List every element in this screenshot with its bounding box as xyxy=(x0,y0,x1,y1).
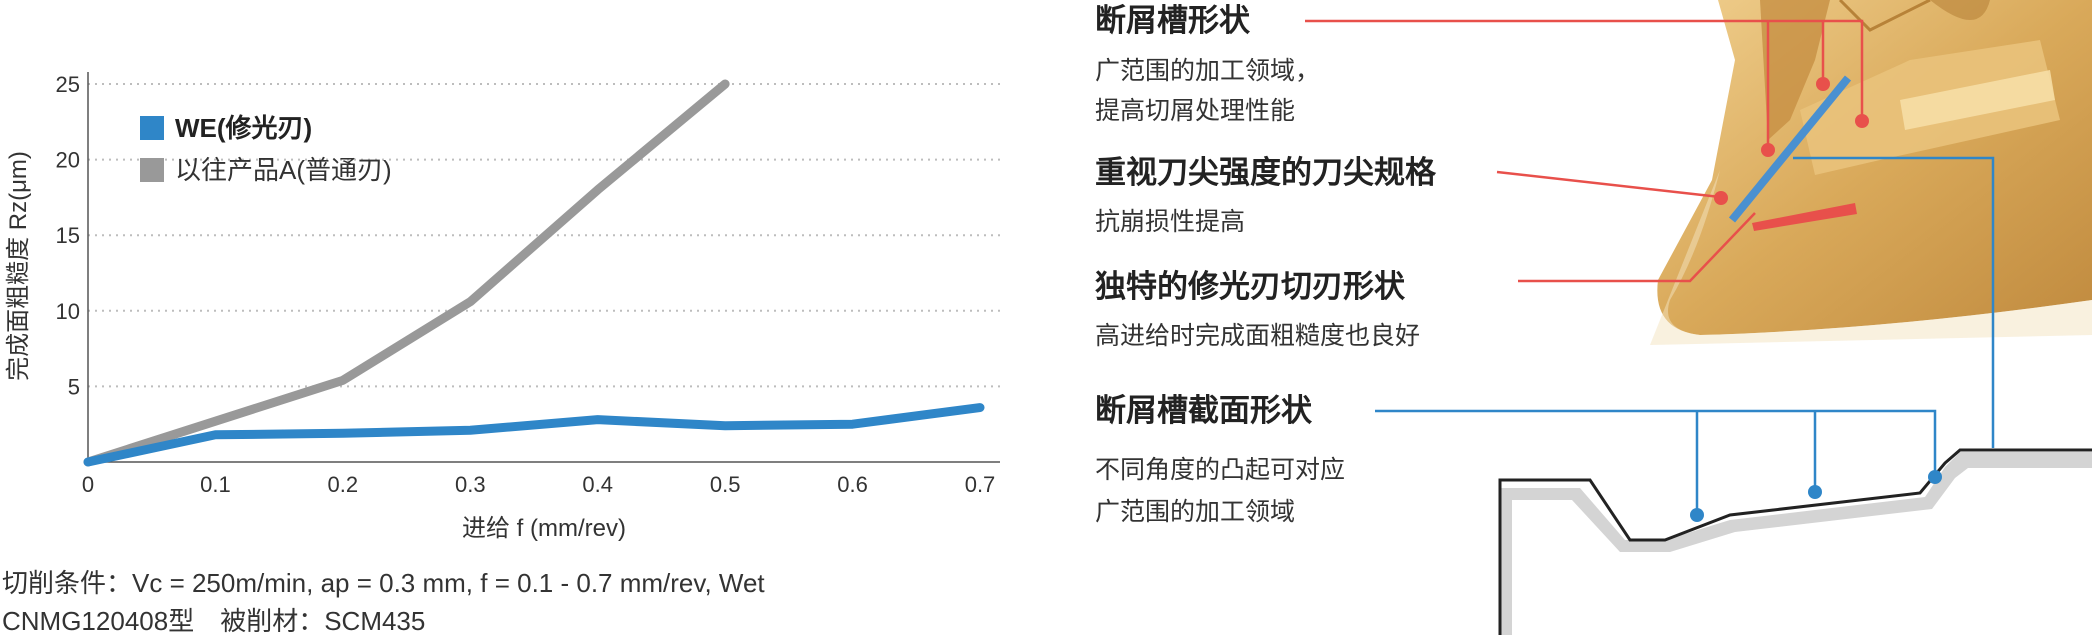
feature-title: 断屑槽形状 xyxy=(1095,3,1251,38)
callout-section-line xyxy=(1375,409,1937,475)
cutting-conditions-line2: CNMG120408型 被削材：SCM435 xyxy=(2,606,425,635)
legend-label-conventional: 以往产品A(普通刃) xyxy=(175,155,392,185)
section-profile-line xyxy=(1498,448,2092,635)
callout-nose-line xyxy=(1496,170,1721,199)
x-tick-label: 0.6 xyxy=(837,472,868,497)
y-tick-label: 5 xyxy=(68,374,80,399)
nose-edge-marker xyxy=(1752,203,1857,231)
cutting-conditions-line1: 切削条件：Vc = 250m/min, ap = 0.3 mm, f = 0.1… xyxy=(2,568,765,598)
feature-chipbreaker: 断屑槽形状 广范围的加工领域， 提高切屑处理性能 xyxy=(1095,3,1320,125)
y-tick-label: 20 xyxy=(56,148,80,173)
feature-desc: 高进给时完成面粗糙度也良好 xyxy=(1095,322,1420,350)
feature-wiper-edge: 独特的修光刃切刃形状 高进给时完成面粗糙度也良好 xyxy=(1095,269,1420,350)
legend-label-we: WE(修光刃) xyxy=(175,113,312,143)
callout-dots xyxy=(1690,77,1942,522)
y-tick-labels: 5 10 15 20 25 xyxy=(56,72,80,399)
x-tick-label: 0.5 xyxy=(710,472,741,497)
callout-dot-red xyxy=(1714,191,1728,205)
chart-series-lines xyxy=(83,79,985,467)
chipbreaker-groove xyxy=(1900,70,2055,130)
callout-chipbreaker-line xyxy=(1305,19,1864,118)
insert-hole-edge xyxy=(1838,0,1931,32)
callout-dot-red xyxy=(1855,114,1869,128)
y-tick-label: 10 xyxy=(56,299,80,324)
x-tick-label: 0.4 xyxy=(582,472,613,497)
y-tick-label: 25 xyxy=(56,72,80,97)
callout-dot-red xyxy=(1816,77,1830,91)
feature-nose-strength: 重视刀尖强度的刀尖规格 抗崩损性提高 xyxy=(1095,155,1437,236)
insert-illustration xyxy=(1498,0,2092,635)
callout-dot-blue xyxy=(1928,470,1942,484)
chipbreaker-facet xyxy=(1760,0,1830,140)
callout-dot-blue xyxy=(1690,508,1704,522)
feature-title: 重视刀尖强度的刀尖规格 xyxy=(1095,155,1437,190)
callout-dot-blue xyxy=(1808,485,1822,499)
feature-title: 断屑槽截面形状 xyxy=(1095,393,1313,428)
callout-wiper-line xyxy=(1518,212,1756,283)
callout-lines xyxy=(1305,19,1995,513)
x-tick-labels: 0 0.1 0.2 0.3 0.4 0.5 0.6 0.7 xyxy=(82,472,995,497)
y-axis-title: 完成面粗糙度 Rz(μm) xyxy=(5,151,32,381)
roughness-line-chart: 5 10 15 20 25 0 0.1 0.2 0.3 0.4 0.5 0.6 0.7 WE(修光刃)… xyxy=(5,72,1000,542)
x-tick-label: 0.1 xyxy=(200,472,231,497)
feature-desc: 提高切屑处理性能 xyxy=(1095,97,1295,125)
wiper-edge-marker xyxy=(1728,75,1852,223)
insert-shadow xyxy=(1650,170,2092,345)
insert-mark xyxy=(1930,0,1990,20)
section-profile-inner xyxy=(1512,468,2092,635)
legend-swatch-conventional xyxy=(140,158,164,182)
callout-edge-blue-line xyxy=(1793,156,1995,448)
x-tick-label: 0 xyxy=(82,472,94,497)
feature-desc: 抗崩损性提高 xyxy=(1095,208,1245,236)
feature-desc: 广范围的加工领域， xyxy=(1095,57,1320,85)
series-line xyxy=(83,79,730,467)
callout-dot-red xyxy=(1761,143,1775,157)
x-axis-title: 进给 f (mm/rev) xyxy=(462,515,626,542)
x-tick-label: 0.3 xyxy=(455,472,486,497)
chart-legend: WE(修光刃) 以往产品A(普通刃) xyxy=(140,113,392,185)
feature-title: 独特的修光刃切刃形状 xyxy=(1095,269,1406,304)
x-tick-label: 0.7 xyxy=(965,472,996,497)
x-tick-label: 0.2 xyxy=(328,472,359,497)
feature-desc: 广范围的加工领域 xyxy=(1095,498,1295,526)
y-tick-label: 15 xyxy=(56,223,80,248)
feature-section-shape: 断屑槽截面形状 不同角度的凸起可对应 广范围的加工领域 xyxy=(1095,393,1345,526)
series-line xyxy=(83,403,985,467)
legend-swatch-we xyxy=(140,116,164,140)
feature-desc: 不同角度的凸起可对应 xyxy=(1095,456,1345,484)
